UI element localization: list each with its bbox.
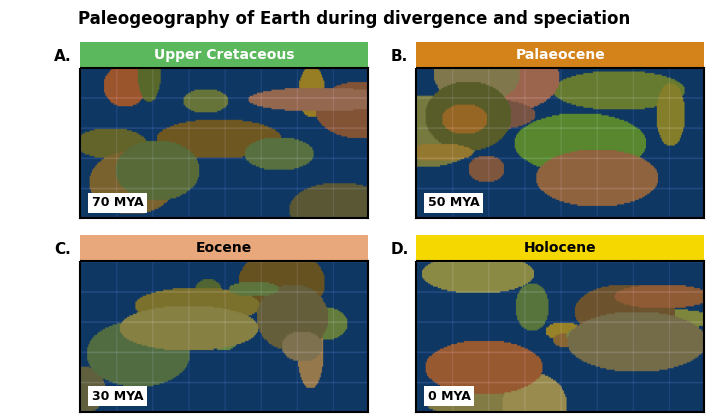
Text: B.: B. [391, 48, 408, 64]
Text: Paleogeography of Earth during divergence and speciation: Paleogeography of Earth during divergenc… [78, 10, 630, 28]
Text: 0 MYA: 0 MYA [428, 390, 471, 403]
Text: 30 MYA: 30 MYA [91, 390, 143, 403]
Text: C.: C. [55, 242, 72, 257]
Text: 70 MYA: 70 MYA [91, 196, 143, 209]
Text: A.: A. [55, 48, 72, 64]
Text: 50 MYA: 50 MYA [428, 196, 479, 209]
Text: Upper Cretaceous: Upper Cretaceous [154, 48, 295, 62]
Text: Eocene: Eocene [196, 241, 252, 255]
Text: D.: D. [390, 242, 409, 257]
Text: Palaeocene: Palaeocene [515, 48, 605, 62]
Text: Holocene: Holocene [524, 241, 597, 255]
